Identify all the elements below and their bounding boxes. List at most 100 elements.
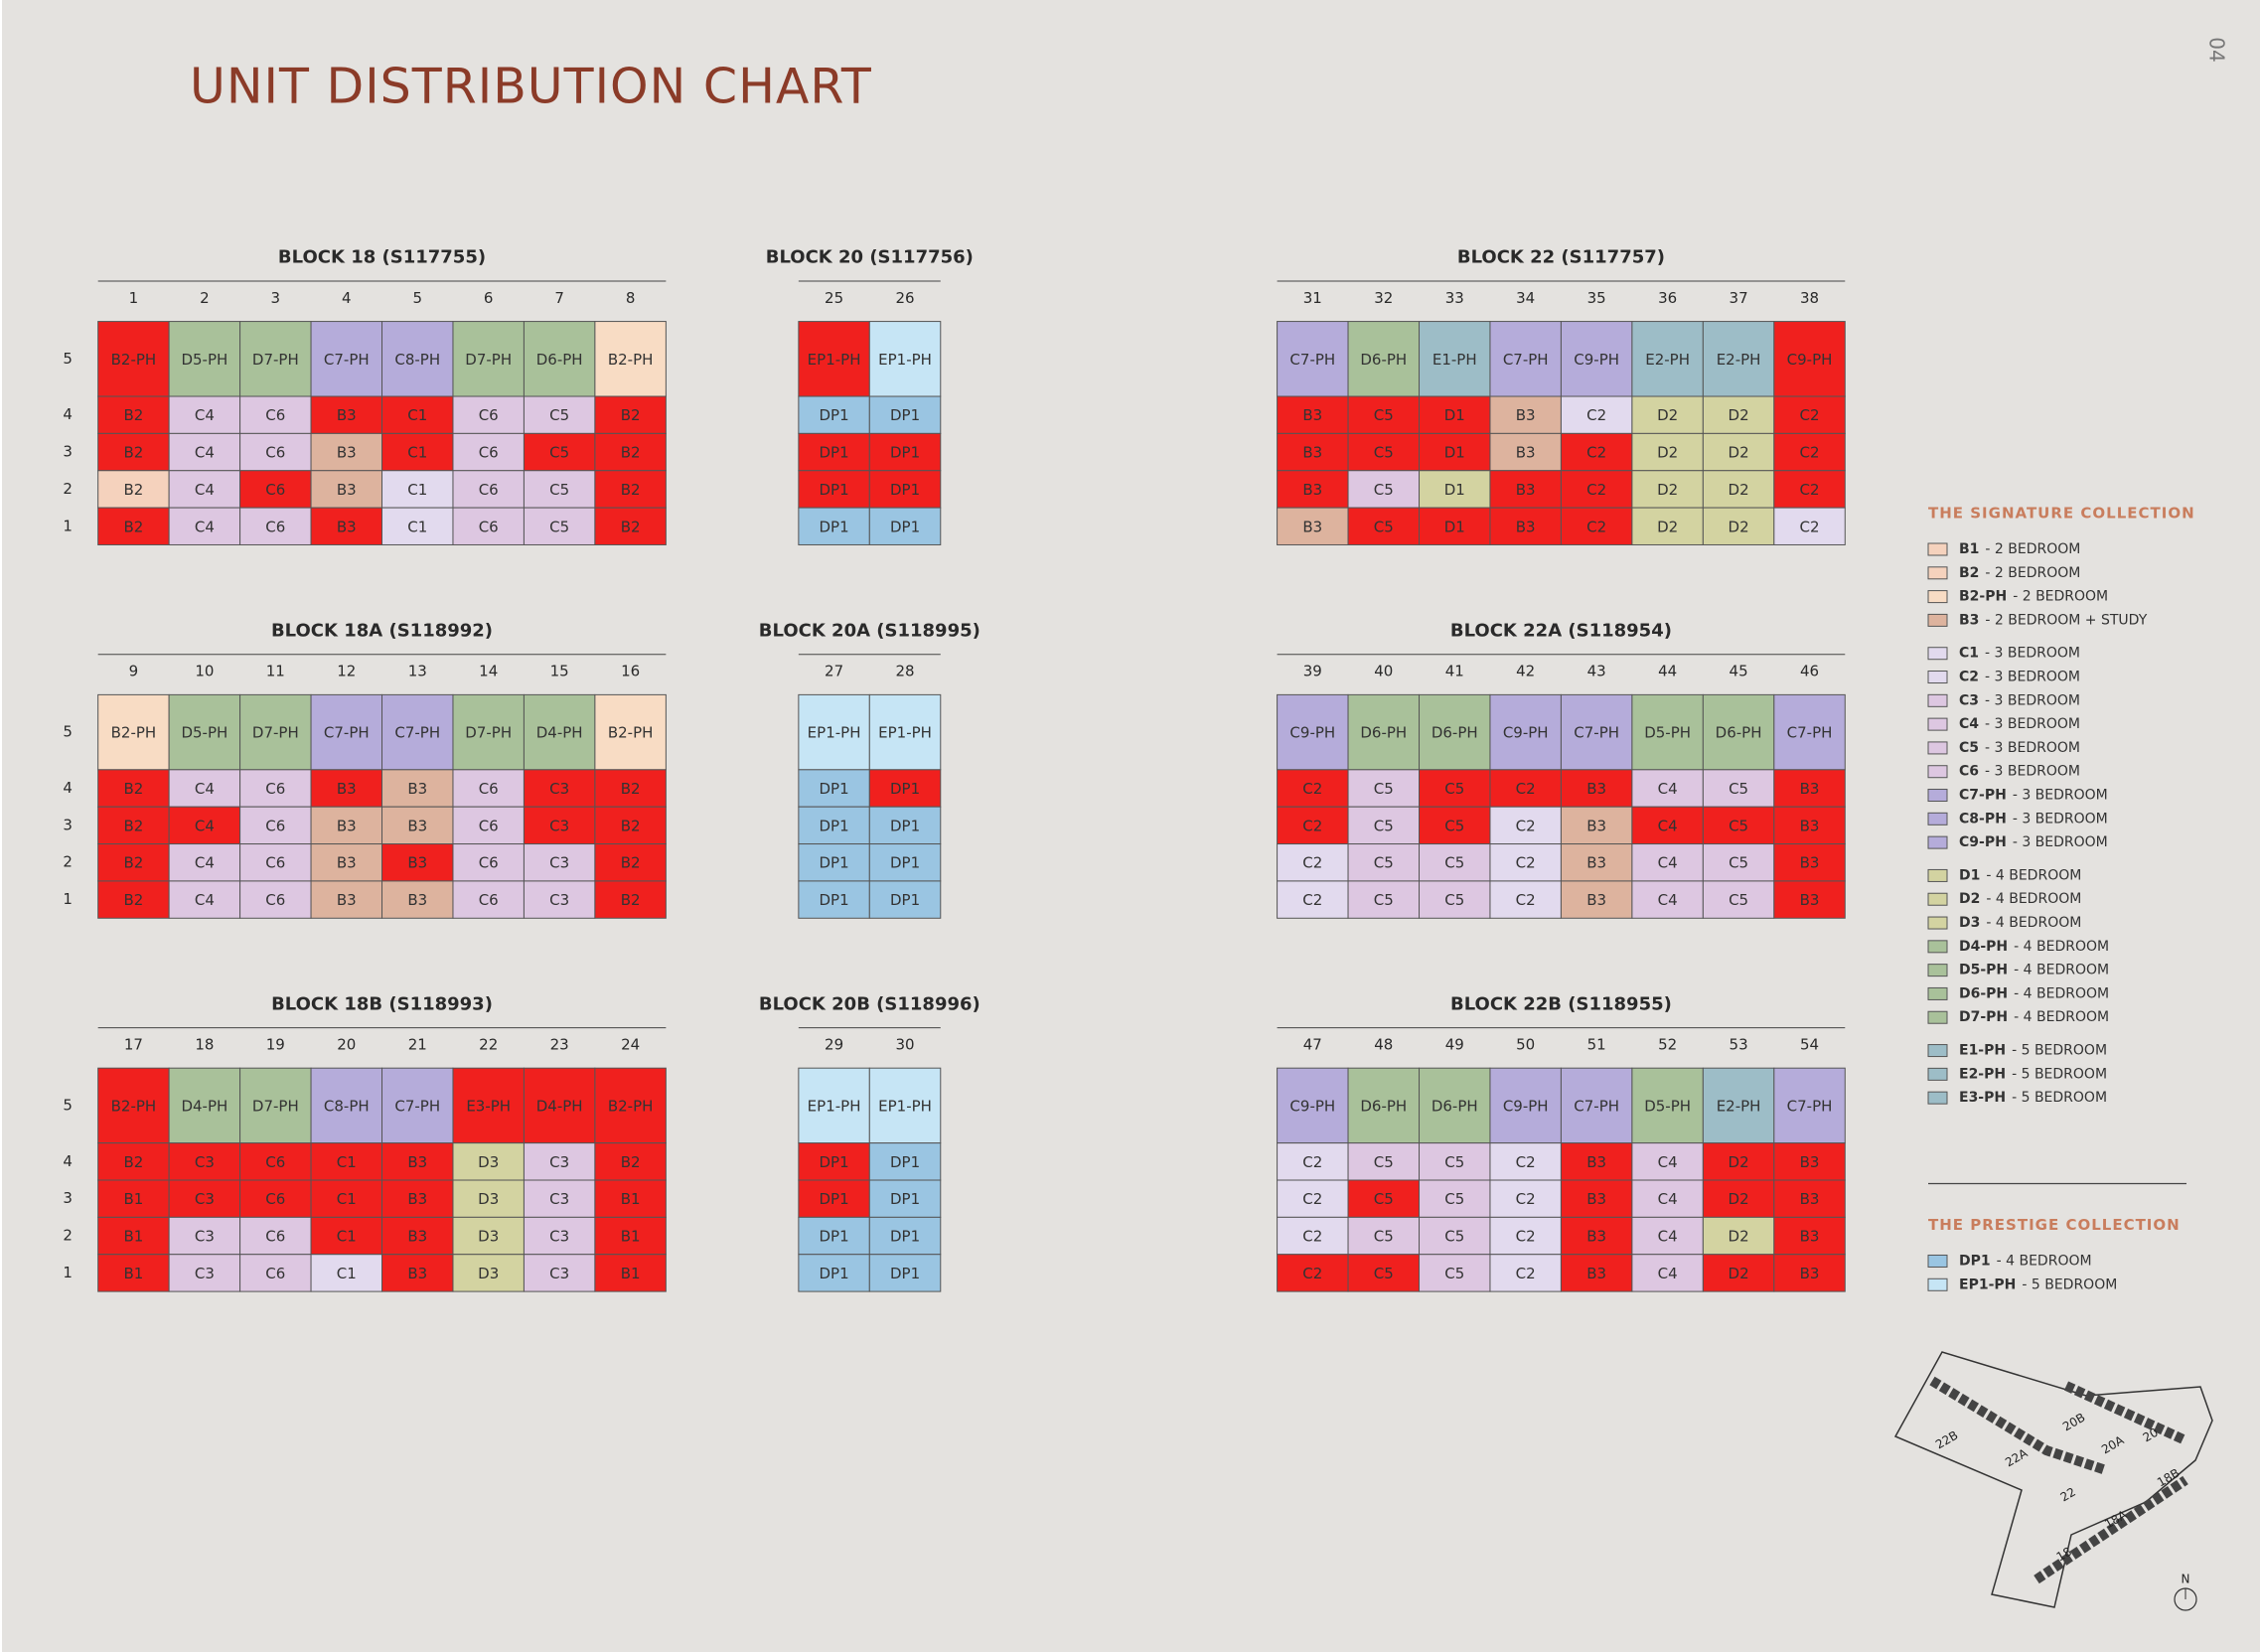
unit-cell: [168, 1216, 241, 1256]
unit-cell: [1489, 806, 1562, 845]
unit-cell: [868, 843, 942, 882]
unit-cell: [1277, 470, 1349, 509]
unit-type: D6-PH: [1431, 724, 1478, 742]
legend-item: B1 - 2 BEDROOM: [1959, 541, 2080, 557]
unit-type: DP1: [890, 518, 920, 535]
unit-type: DP1: [820, 481, 849, 499]
block-title: BLOCK 18 (S117755): [278, 247, 486, 268]
unit-cell: [1277, 843, 1349, 882]
unit-type: C2: [1800, 481, 1820, 499]
unit-type: EP1-PH: [878, 724, 932, 742]
legend-code: D5-PH: [1959, 963, 2008, 978]
unit-cell: [868, 880, 942, 919]
unit-cell: [868, 1067, 942, 1144]
unit-type: D4-PH: [536, 1097, 583, 1115]
unit-number: 7: [554, 289, 564, 307]
unit-type: C4: [195, 406, 215, 424]
unit-cell: [1277, 769, 1349, 808]
unit-type: C2: [1800, 406, 1820, 424]
unit-type: D2: [1729, 481, 1749, 499]
unit-type: DP1: [820, 891, 849, 909]
unit-type: C4: [195, 444, 215, 462]
unit-type: B3: [1800, 817, 1820, 834]
unit-type: B3: [337, 891, 357, 909]
legend-desc: - 3 BEDROOM: [2013, 834, 2108, 850]
unit-cell: [1419, 395, 1491, 434]
unit-type: C3: [549, 854, 569, 872]
unit-number: 43: [1587, 663, 1606, 680]
unit-cell: [1702, 1216, 1775, 1256]
unit-number: 31: [1303, 289, 1322, 307]
block-title: BLOCK 22A (S118954): [1450, 621, 1672, 642]
unit-type: B1: [123, 1190, 143, 1208]
unit-cell: [1773, 1179, 1846, 1218]
unit-number: 29: [825, 1035, 843, 1053]
unit-type: B2: [621, 481, 641, 499]
unit-type: C1: [407, 481, 427, 499]
unit-type: C1: [337, 1153, 357, 1171]
unit-cell: [1277, 507, 1349, 545]
legend-code: DP1: [1959, 1253, 1991, 1269]
legend-item: C1 - 3 BEDROOM: [1959, 646, 2080, 662]
unit-cell: [1773, 1067, 1846, 1144]
unit-type: B3: [1516, 444, 1536, 462]
unit-type: DP1: [820, 780, 849, 798]
unit-cell: [1277, 1254, 1349, 1292]
unit-type: D4-PH: [181, 1097, 227, 1115]
legend-item: DP1 - 4 BEDROOM: [1959, 1253, 2092, 1269]
unit-number: 27: [825, 663, 843, 680]
unit-cell: [381, 470, 454, 509]
unit-cell: [239, 321, 312, 397]
unit-type: C6: [265, 817, 285, 834]
unit-cell: [239, 1216, 312, 1256]
unit-cell: [381, 395, 454, 434]
legend-item: D6-PH - 4 BEDROOM: [1959, 985, 2109, 1001]
block-title: BLOCK 18A (S118992): [271, 621, 493, 642]
unit-number: 39: [1303, 663, 1322, 680]
unit-cell: [97, 1254, 170, 1292]
legend-item: D4-PH - 4 BEDROOM: [1959, 939, 2109, 955]
legend-code: C1: [1959, 646, 1979, 662]
unit-type: D2: [1729, 406, 1749, 424]
unit-type: C1: [337, 1265, 357, 1282]
unit-type: E2-PH: [1717, 1097, 1761, 1115]
unit-type: C5: [1444, 1190, 1464, 1208]
unit-type: D3: [478, 1265, 499, 1282]
unit-type: C6: [479, 518, 499, 535]
unit-type: C9-PH: [1574, 351, 1619, 369]
unit-number: 8: [626, 289, 636, 307]
unit-number: 17: [124, 1035, 143, 1053]
unit-type: C7-PH: [1574, 724, 1619, 742]
unit-cell: [1631, 432, 1704, 472]
unit-cell: [594, 470, 667, 509]
unit-cell: [1702, 507, 1775, 545]
page-number: 04: [2205, 37, 2229, 62]
unit-type: C7-PH: [1574, 1097, 1619, 1115]
unit-type: DP1: [890, 854, 920, 872]
legend-swatch: [1927, 986, 1948, 1000]
unit-cell: [1277, 395, 1349, 434]
unit-type: B2: [621, 1153, 641, 1171]
legend-item: E2-PH - 5 BEDROOM: [1959, 1066, 2107, 1082]
unit-type: B2: [123, 780, 143, 798]
floor-label: 2: [63, 853, 73, 871]
unit-cell: [310, 843, 383, 882]
unit-cell: [452, 693, 525, 771]
unit-type: D6-PH: [1360, 724, 1407, 742]
unit-type: C2: [1302, 780, 1322, 798]
unit-type: B3: [337, 406, 357, 424]
unit-type: DP1: [820, 406, 849, 424]
unit-type: C6: [479, 780, 499, 798]
legend-desc: - 3 BEDROOM: [1985, 670, 2080, 685]
unit-type: C4: [1658, 1265, 1678, 1282]
unit-type: D6-PH: [1431, 1097, 1478, 1115]
unit-cell: [1773, 806, 1846, 845]
unit-type: DP1: [820, 444, 849, 462]
unit-type: D2: [1729, 1153, 1749, 1171]
unit-type: C5: [1729, 817, 1748, 834]
unit-cell: [1702, 693, 1775, 771]
unit-type: C9-PH: [1787, 351, 1833, 369]
unit-cell: [1347, 507, 1421, 545]
unit-cell: [594, 395, 667, 434]
